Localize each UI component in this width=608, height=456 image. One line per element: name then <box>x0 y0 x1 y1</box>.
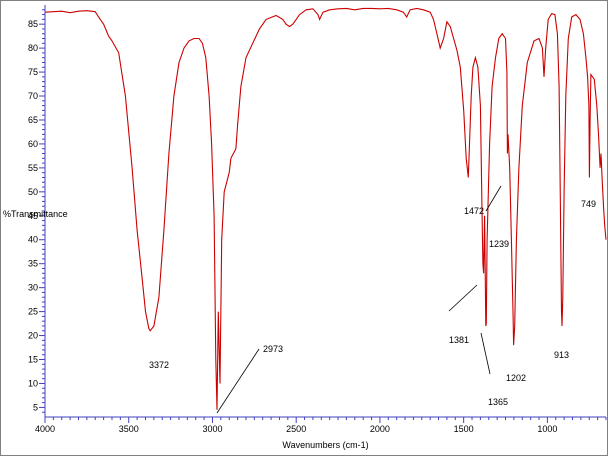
x-tick-label: 3500 <box>119 424 139 434</box>
y-tick-label: 20 <box>28 331 38 341</box>
x-tick-label: 1000 <box>537 424 557 434</box>
y-axis-title: %Transmittance <box>3 209 68 219</box>
peak-leader-line <box>485 185 502 212</box>
spectrum-series <box>44 7 607 410</box>
x-tick-label: 3000 <box>202 424 222 434</box>
x-tick-label: 2500 <box>286 424 306 434</box>
peak-annotations: 3372 2973 1472 1239 1381 1365 1202 913 749 <box>149 185 596 414</box>
axes: 4000 3500 3000 2500 2000 1500 1000 5 10 15 20 25 30 3… <box>28 5 607 434</box>
peak-label: 1381 <box>449 335 469 345</box>
x-tick-label: 1500 <box>454 424 474 434</box>
peak-leader-line <box>448 284 478 312</box>
y-tick-label: 45 <box>28 211 38 221</box>
peak-label: 749 <box>581 199 596 209</box>
y-tick-label: 75 <box>28 67 38 77</box>
y-tick-label: 5 <box>33 402 38 412</box>
peak-label: 3372 <box>149 360 169 370</box>
y-tick-label: 65 <box>28 115 38 125</box>
peak-label: 2973 <box>263 344 283 354</box>
peak-label: 1472 <box>464 206 484 216</box>
y-tick-label: 60 <box>28 139 38 149</box>
y-tick-label: 35 <box>28 259 38 269</box>
peak-leader-line <box>480 332 491 375</box>
peak-label: 1202 <box>506 373 526 383</box>
y-tick-label: 40 <box>28 235 38 245</box>
x-tick-label: 2000 <box>370 424 390 434</box>
peak-label: 913 <box>554 350 569 360</box>
y-tick-label: 30 <box>28 283 38 293</box>
y-tick-label: 55 <box>28 163 38 173</box>
spectrum-line <box>44 7 607 410</box>
y-tick-label: 85 <box>28 19 38 29</box>
peak-leader-line <box>216 348 260 414</box>
peak-label: 1365 <box>488 397 508 407</box>
y-tick-label: 80 <box>28 43 38 53</box>
x-axis-title: Wavenumbers (cm-1) <box>282 440 368 450</box>
y-tick-label: 25 <box>28 307 38 317</box>
y-tick-label: 10 <box>28 378 38 388</box>
y-tick-label: 50 <box>28 187 38 197</box>
peak-label: 1239 <box>489 239 509 249</box>
x-tick-label: 4000 <box>35 424 55 434</box>
y-tick-label: 15 <box>28 355 38 365</box>
y-tick-label: 70 <box>28 91 38 101</box>
